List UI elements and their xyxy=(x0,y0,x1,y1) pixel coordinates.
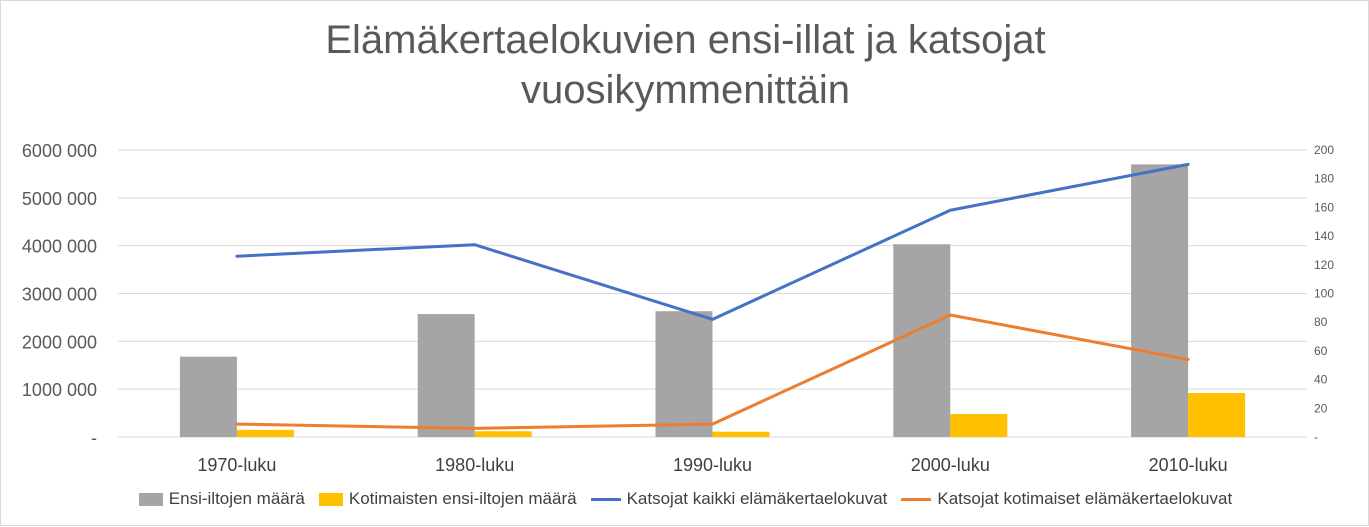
right-axis-tick-label: 140 xyxy=(1314,229,1334,243)
right-axis-tick-label: - xyxy=(1314,430,1318,444)
legend-swatch-kotimaiset-ensi-illat xyxy=(318,492,343,506)
legend-label-ensi-illat: Ensi-iltojen määrä xyxy=(168,489,305,508)
left-axis-tick-label: 2000 000 xyxy=(22,332,97,352)
right-axis-tick-label: 200 xyxy=(1314,143,1334,157)
legend-swatch-katsojat-kotimaiset xyxy=(901,497,932,501)
x-axis-category-label: 1970-luku xyxy=(197,455,276,475)
legend-swatch-katsojat-kaikki xyxy=(590,497,621,501)
line-katsojat-kotimaiset xyxy=(235,313,1190,430)
legend: Ensi-iltojen määrä Kotimaisten ensi-ilto… xyxy=(1,489,1369,509)
legend-label-katsojat-kaikki: Katsojat kaikki elämäkertaelokuvat xyxy=(626,489,888,508)
bar-ensi-illat xyxy=(417,314,475,437)
bar-kotimaiset-ensi-illat xyxy=(236,429,294,437)
bar-ensi-illat xyxy=(893,244,951,437)
x-axis-category-label: 1980-luku xyxy=(435,455,514,475)
left-axis-tick-label: 1000 000 xyxy=(22,380,97,400)
legend-label-katsojat-kotimaiset: Katsojat kotimaiset elämäkertaelokuvat xyxy=(937,489,1233,508)
bar-kotimaiset-ensi-illat xyxy=(1188,392,1246,437)
legend-swatch-ensi-illat xyxy=(138,492,163,506)
left-axis-tick-label: - xyxy=(91,428,97,448)
right-axis-tick-label: 60 xyxy=(1314,344,1328,358)
chart-title-line-2: vuosikymmenittäin xyxy=(520,68,850,112)
x-axis-category-label: 2010-luku xyxy=(1149,455,1228,475)
left-axis-tick-label: 6000 000 xyxy=(22,141,97,161)
legend-item-katsojat-kaikki: Katsojat kaikki elämäkertaelokuvat xyxy=(590,489,888,509)
x-axis-category-label: 1990-luku xyxy=(673,455,752,475)
x-axis-category-label: 2000-luku xyxy=(911,455,990,475)
line-katsojat-kaikki xyxy=(235,162,1190,321)
legend-item-katsojat-kotimaiset: Katsojat kotimaiset elämäkertaelokuvat xyxy=(901,489,1232,509)
left-axis-tick-label: 3000 000 xyxy=(22,285,97,305)
bar-kotimaiset-ensi-illat xyxy=(712,431,770,437)
right-axis-tick-label: 120 xyxy=(1314,258,1334,272)
right-axis-tick-label: 20 xyxy=(1314,401,1328,415)
legend-item-ensi-illat: Ensi-iltojen määrä xyxy=(138,489,305,509)
right-axis-tick-label: 100 xyxy=(1314,287,1334,301)
bar-ensi-illat xyxy=(1131,164,1189,437)
bar-kotimaiset-ensi-illat xyxy=(950,414,1008,437)
right-axis-tick-label: 160 xyxy=(1314,200,1334,214)
right-axis-tick-label: 40 xyxy=(1314,373,1328,387)
legend-item-kotimaiset-ensi-illat: Kotimaisten ensi-iltojen määrä xyxy=(318,489,577,509)
right-axis-tick-label: 180 xyxy=(1314,172,1334,186)
chart-title-line-1: Elämäkertaelokuvien ensi-illat ja katsoj… xyxy=(325,18,1046,62)
bar-ensi-illat xyxy=(179,356,237,437)
left-axis-tick-label: 4000 000 xyxy=(22,237,97,257)
bar-kotimaiset-ensi-illat xyxy=(474,431,532,437)
left-axis-tick-label: 5000 000 xyxy=(22,189,97,209)
chart-title: Elämäkertaelokuvien ensi-illat ja katsoj… xyxy=(1,15,1369,115)
right-axis-tick-label: 80 xyxy=(1314,315,1328,329)
legend-label-kotimaiset-ensi-illat: Kotimaisten ensi-iltojen määrä xyxy=(348,489,577,508)
bar-ensi-illat xyxy=(655,311,713,437)
